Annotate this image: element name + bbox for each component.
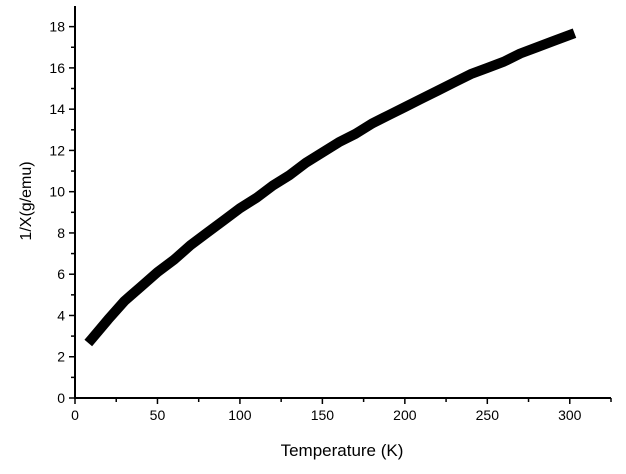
- y-tick-label: 2: [57, 349, 65, 365]
- x-tick-label: 50: [150, 407, 166, 423]
- data-point: [139, 285, 142, 288]
- data-point: [337, 141, 340, 144]
- y-tick-label: 18: [49, 19, 65, 35]
- data-point: [420, 97, 423, 100]
- data-point: [469, 73, 472, 76]
- x-tick-label: 0: [71, 407, 79, 423]
- data-line: [84, 28, 577, 347]
- x-tick-label: 150: [311, 407, 335, 423]
- x-axis-label: Temperature (K): [281, 441, 404, 460]
- data-point: [436, 89, 439, 92]
- y-tick-label: 10: [49, 184, 65, 200]
- data-point: [106, 318, 109, 321]
- x-tick-label: 250: [476, 407, 500, 423]
- x-tick-label: 200: [393, 407, 417, 423]
- data-point: [519, 52, 522, 55]
- data-point: [453, 81, 456, 84]
- data-point: [387, 114, 390, 117]
- y-tick-label: 0: [57, 390, 65, 406]
- series-group: [84, 28, 577, 347]
- y-tick-label: 6: [57, 266, 65, 282]
- data-point: [321, 151, 324, 154]
- data-point: [172, 258, 175, 261]
- data-point: [288, 174, 291, 177]
- data-point: [238, 207, 241, 210]
- data-point: [123, 300, 126, 303]
- data-point: [189, 244, 192, 247]
- data-point: [271, 184, 274, 187]
- data-point: [535, 46, 538, 49]
- data-point: [552, 40, 555, 43]
- y-tick-label: 4: [57, 307, 65, 323]
- data-point: [502, 60, 505, 63]
- data-point: [486, 66, 489, 69]
- data-point: [222, 219, 225, 222]
- data-point: [205, 231, 208, 234]
- x-tick-label: 300: [558, 407, 582, 423]
- data-point: [156, 271, 159, 274]
- data-point: [403, 106, 406, 109]
- y-tick-label: 16: [49, 60, 65, 76]
- data-point: [304, 161, 307, 164]
- y-tick-label: 8: [57, 225, 65, 241]
- y-axis-label: 1/X(g/emu): [18, 161, 35, 240]
- data-point: [354, 132, 357, 135]
- data-point: [568, 33, 571, 36]
- axes: 0 50 100 150 200 250 300 0 2 4 6 8 10 12 14 16 18: [49, 6, 612, 423]
- y-tick-label: 12: [49, 142, 65, 158]
- data-point: [255, 196, 258, 199]
- y-tick-label: 14: [49, 101, 65, 117]
- x-tick-label: 100: [228, 407, 252, 423]
- data-point: [370, 122, 373, 125]
- data-point: [90, 338, 93, 341]
